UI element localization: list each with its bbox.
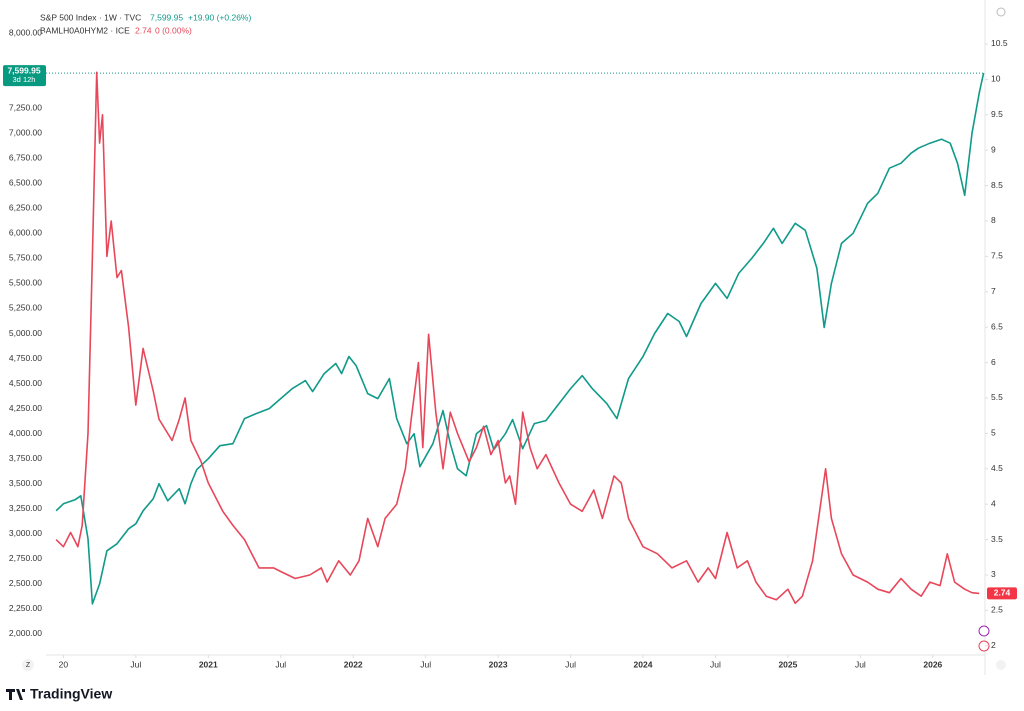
y-tick-label: 6,500.00 (9, 178, 42, 188)
y-tick-label: 6,000.00 (9, 228, 42, 238)
y-tick-label: 4,000.00 (9, 428, 42, 438)
x-tick-label: 2021 (199, 659, 218, 669)
y-tick-label: 2,000.00 (9, 628, 42, 638)
y-tick-label: 3,250.00 (9, 503, 42, 513)
legend-name: BAMLH0A0HYM2 · ICE (40, 25, 130, 35)
price-badge (3, 65, 46, 87)
x-tick-label: Jul (130, 659, 141, 669)
y2-tick-label: 10 (991, 74, 1001, 84)
y-tick-label: 4,250.00 (9, 403, 42, 413)
y2-tick-label: 5 (991, 428, 996, 438)
y-tick-label: 5,500.00 (9, 278, 42, 288)
x-tick-label: 2023 (489, 659, 508, 669)
x-tick-label: 20 (59, 659, 69, 669)
y2-tick-label: 10.5 (991, 38, 1008, 48)
y2-tick-label: 7 (991, 286, 996, 296)
y-tick-label: 6,750.00 (9, 152, 42, 162)
event-icon[interactable] (978, 625, 990, 637)
x-tick-label: 2026 (923, 659, 942, 669)
legend-last: 7,599.95 (150, 12, 183, 22)
y-tick-label: 4,500.00 (9, 378, 42, 388)
y2-tick-label: 5.5 (991, 392, 1003, 402)
y-tick-label: 5,750.00 (9, 253, 42, 263)
logo-text: TradingView (30, 686, 112, 702)
x-tick-label: 2022 (344, 659, 363, 669)
y2-tick-label: 8.5 (991, 180, 1003, 190)
y-tick-label: 5,250.00 (9, 303, 42, 313)
y-tick-label: 7,000.00 (9, 127, 42, 137)
y2-tick-label: 6.5 (991, 321, 1003, 331)
x-tick-label: Jul (275, 659, 286, 669)
legend-name: S&P 500 Index · 1W · TVC (40, 12, 141, 22)
y-tick-label: 2,250.00 (9, 603, 42, 613)
y-tick-label: 5,000.00 (9, 328, 42, 338)
y-tick-label: 7,250.00 (9, 102, 42, 112)
series-line (55, 72, 985, 605)
y-tick-label: 8,000.00 (9, 27, 42, 37)
y2-tick-label: 3 (991, 569, 996, 579)
corner-button[interactable] (22, 659, 34, 671)
price-badge-value: 7,599.95 (7, 65, 40, 75)
x-tick-label: Jul (420, 659, 431, 669)
x-tick-label: Jul (710, 659, 721, 669)
legend: S&P 500 Index · 1W · TVC 7,599.95 +19.90… (40, 12, 251, 35)
corner-button-label[interactable]: Z (26, 662, 31, 669)
y2-tick-label: 4 (991, 498, 996, 508)
x-tick-label: Jul (855, 659, 866, 669)
legend-last: 2.74 (135, 25, 152, 35)
y-tick-label: 2,750.00 (9, 553, 42, 563)
price-badge-value: 2.74 (994, 588, 1011, 598)
y2-tick-label: 8 (991, 215, 996, 225)
event-icon[interactable] (978, 640, 990, 652)
series-line (55, 71, 980, 605)
y-tick-label: 2,500.00 (9, 578, 42, 588)
y-tick-label: 3,500.00 (9, 478, 42, 488)
x-tick-label: Jul (565, 659, 576, 669)
settings-icon[interactable] (996, 7, 1006, 17)
logo-mark (6, 689, 25, 700)
y-tick-label: 4,750.00 (9, 353, 42, 363)
y-tick-label: 3,000.00 (9, 528, 42, 538)
y2-tick-label: 7.5 (991, 251, 1003, 261)
y2-tick-label: 2 (991, 640, 996, 650)
price-badge (987, 587, 1017, 600)
legend-change: 0 (0.00%) (155, 25, 192, 35)
x-tick-label: 2024 (634, 659, 653, 669)
legend-change: +19.90 (+0.26%) (188, 12, 251, 22)
logo: TradingView (6, 686, 112, 702)
y2-tick-label: 3.5 (991, 534, 1003, 544)
x-tick-label: 2025 (778, 659, 797, 669)
y2-tick-label: 9.5 (991, 109, 1003, 119)
y2-tick-label: 4.5 (991, 463, 1003, 473)
countdown: 3d 12h (13, 75, 36, 84)
y2-tick-label: 9 (991, 144, 996, 154)
y-tick-label: 6,250.00 (9, 203, 42, 213)
scale-button[interactable] (996, 660, 1006, 670)
y2-tick-label: 2.5 (991, 605, 1003, 615)
y-tick-label: 3,750.00 (9, 453, 42, 463)
y2-tick-label: 6 (991, 357, 996, 367)
